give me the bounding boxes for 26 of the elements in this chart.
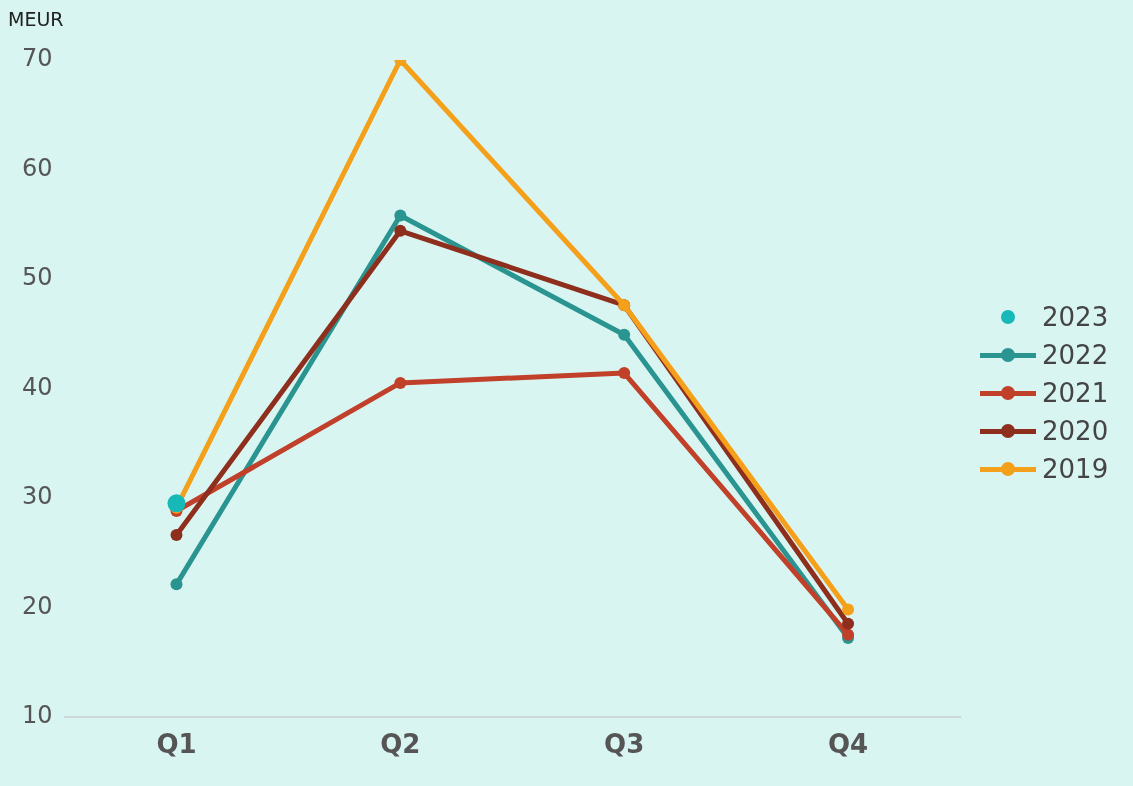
point (618, 367, 631, 380)
y-tick-label: 40 (21, 372, 53, 401)
point (618, 328, 631, 341)
legend-label: 2019 (1042, 454, 1109, 484)
point (394, 209, 407, 222)
y-tick-label: 30 (21, 482, 53, 511)
point (842, 617, 855, 630)
point (394, 224, 407, 237)
y-tick-label: 10 (21, 701, 53, 730)
legend-label: 2022 (1042, 340, 1109, 370)
y-tick-label: 20 (21, 591, 53, 620)
x-tick-label: Q2 (380, 729, 421, 760)
y-tick-label: 60 (21, 153, 53, 182)
legend-label: 2023 (1042, 302, 1109, 332)
point (170, 578, 183, 591)
x-tick-label: Q1 (156, 729, 197, 760)
x-tick-label: Q4 (827, 729, 869, 760)
legend-label: 2021 (1042, 378, 1109, 408)
x-tick-label: Q3 (604, 729, 645, 760)
point (170, 529, 183, 542)
point (394, 376, 407, 389)
y-axis-title: MEUR (8, 8, 64, 30)
y-tick-label: 50 (21, 263, 53, 292)
point (842, 603, 855, 616)
y-tick-label: 70 (21, 44, 53, 73)
legend-label: 2020 (1042, 416, 1109, 446)
